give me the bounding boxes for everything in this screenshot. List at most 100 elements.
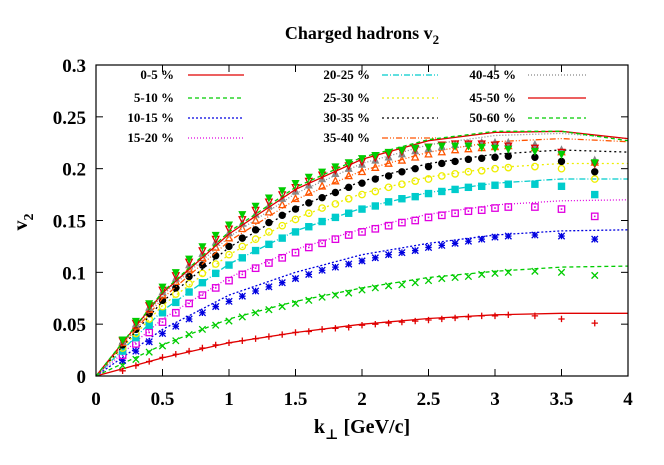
- legend-label: 20-25 %: [323, 67, 370, 82]
- data-point: [478, 270, 486, 279]
- data-point: [530, 147, 539, 156]
- data-point: [318, 326, 326, 333]
- data-point: [398, 195, 406, 203]
- data-point: [238, 211, 247, 220]
- data-point: [411, 192, 419, 201]
- data-point: [251, 264, 260, 273]
- data-point: [357, 155, 367, 164]
- legend-label: 5-10 %: [134, 90, 174, 105]
- legend-entry: 50-60 %: [469, 110, 586, 125]
- data-point: [158, 329, 167, 338]
- data-point: [477, 143, 486, 152]
- data-point: [292, 329, 299, 336]
- data-point: [397, 146, 406, 155]
- data-point: [438, 187, 446, 196]
- data-point: [424, 162, 433, 171]
- data-point: [198, 252, 207, 262]
- series-50-60: [95, 130, 629, 377]
- y-axis-label: v2: [10, 214, 37, 231]
- data-point: [384, 158, 393, 167]
- data-point: [464, 183, 473, 192]
- data-point: [291, 179, 300, 188]
- data-point: [291, 274, 300, 283]
- data-point: [212, 252, 220, 260]
- data-point: [557, 157, 566, 166]
- data-point: [531, 312, 539, 320]
- y-axis-label-main: v: [10, 221, 32, 231]
- data-point: [158, 318, 167, 326]
- data-point: [478, 154, 486, 163]
- y-tick-label: 0.2: [62, 160, 86, 181]
- legend-label: 0-5 %: [140, 67, 174, 82]
- data-point: [424, 143, 433, 152]
- data-point: [278, 279, 286, 287]
- legend: 0-5 % 5-10 % 10-15 % 15-20 % 20-25 % 25-30 % 3…: [127, 67, 586, 145]
- data-point: [437, 146, 447, 156]
- data-point: [291, 215, 300, 224]
- data-point: [397, 155, 407, 164]
- data-point: [557, 232, 566, 240]
- x-axis-label-main: k: [314, 416, 326, 438]
- data-point: [531, 180, 539, 188]
- legend-label: 15-20 %: [127, 130, 174, 145]
- legend-label: 50-60 %: [469, 110, 516, 125]
- data-point: [424, 189, 433, 198]
- data-point: [437, 142, 446, 151]
- legend-entry: 35-40 %: [323, 130, 438, 145]
- data-point: [132, 333, 140, 342]
- data-point: [398, 168, 406, 176]
- data-point: [185, 330, 193, 339]
- data-point: [119, 367, 126, 375]
- data-point: [358, 228, 366, 236]
- data-point: [304, 187, 314, 196]
- data-point: [398, 281, 406, 289]
- y-tick-label: 0.1: [62, 263, 86, 284]
- legend-entry: 15-20 %: [127, 130, 244, 145]
- data-point: [437, 172, 446, 180]
- data-point: [131, 317, 140, 326]
- data-point: [371, 254, 379, 262]
- data-point: [398, 218, 406, 227]
- data-point: [504, 232, 512, 240]
- data-point: [146, 358, 153, 365]
- data-point: [265, 218, 273, 227]
- series-20-25: [95, 178, 628, 377]
- data-point: [530, 140, 539, 149]
- x-tick-label: 0: [91, 389, 101, 410]
- data-point: [358, 190, 366, 199]
- data-point: [198, 243, 207, 252]
- series-0-5: [95, 311, 628, 377]
- data-point: [331, 163, 340, 172]
- legend-entry: 10-15 %: [127, 110, 244, 125]
- data-point: [398, 248, 406, 257]
- data-point: [424, 213, 433, 222]
- data-point: [590, 159, 599, 168]
- data-point: [557, 164, 566, 173]
- data-point: [464, 167, 473, 176]
- data-point: [385, 319, 392, 327]
- data-point: [438, 274, 446, 283]
- data-point: [478, 312, 485, 320]
- data-point: [464, 155, 473, 164]
- data-point: [265, 283, 273, 291]
- data-point: [371, 284, 379, 292]
- data-point: [371, 187, 380, 196]
- data-point: [265, 259, 273, 267]
- data-point: [424, 276, 433, 285]
- data-point: [291, 205, 300, 213]
- data-point: [198, 309, 207, 317]
- data-point: [424, 148, 433, 158]
- data-point: [145, 338, 153, 346]
- data-point: [437, 211, 446, 220]
- data-point: [172, 298, 180, 307]
- data-point: [451, 209, 459, 218]
- legend-entry: 25-30 %: [323, 90, 438, 105]
- data-point: [557, 182, 566, 190]
- data-point: [251, 226, 260, 234]
- legend-label: 30-35 %: [323, 110, 370, 125]
- data-point: [451, 157, 459, 166]
- data-point: [225, 261, 233, 269]
- data-point: [238, 313, 246, 321]
- legend-label: 40-45 %: [469, 67, 516, 82]
